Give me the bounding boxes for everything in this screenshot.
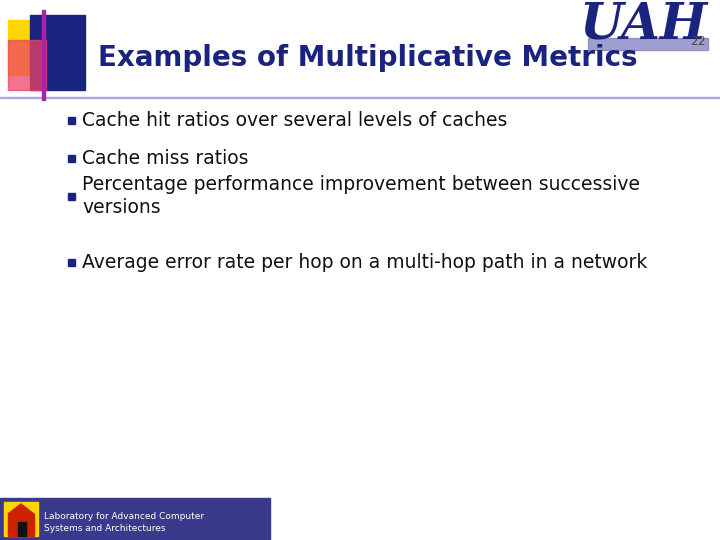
Text: Examples of Multiplicative Metrics: Examples of Multiplicative Metrics <box>98 44 638 72</box>
Bar <box>68 259 75 266</box>
Text: UAH: UAH <box>580 1 708 50</box>
Polygon shape <box>8 504 34 514</box>
Bar <box>4 502 38 536</box>
Bar <box>68 192 75 199</box>
Text: Average error rate per hop on a multi-hop path in a network: Average error rate per hop on a multi-ho… <box>82 253 647 272</box>
Text: Laboratory for Advanced Computer
Systems and Architectures: Laboratory for Advanced Computer Systems… <box>44 512 204 533</box>
Bar <box>588 38 708 50</box>
Bar <box>68 154 75 161</box>
Bar <box>30 15 85 90</box>
Bar <box>18 522 26 536</box>
Bar <box>42 10 45 100</box>
Text: Cache hit ratios over several levels of caches: Cache hit ratios over several levels of … <box>82 111 508 130</box>
Bar <box>8 20 58 75</box>
Bar <box>0 498 270 540</box>
Text: Percentage performance improvement between successive
versions: Percentage performance improvement betwe… <box>82 175 640 217</box>
Bar <box>8 514 34 536</box>
Bar <box>8 40 46 90</box>
Bar <box>68 117 75 124</box>
Text: Cache miss ratios: Cache miss ratios <box>82 148 248 167</box>
Bar <box>0 97 720 98</box>
Text: 22: 22 <box>690 35 706 48</box>
